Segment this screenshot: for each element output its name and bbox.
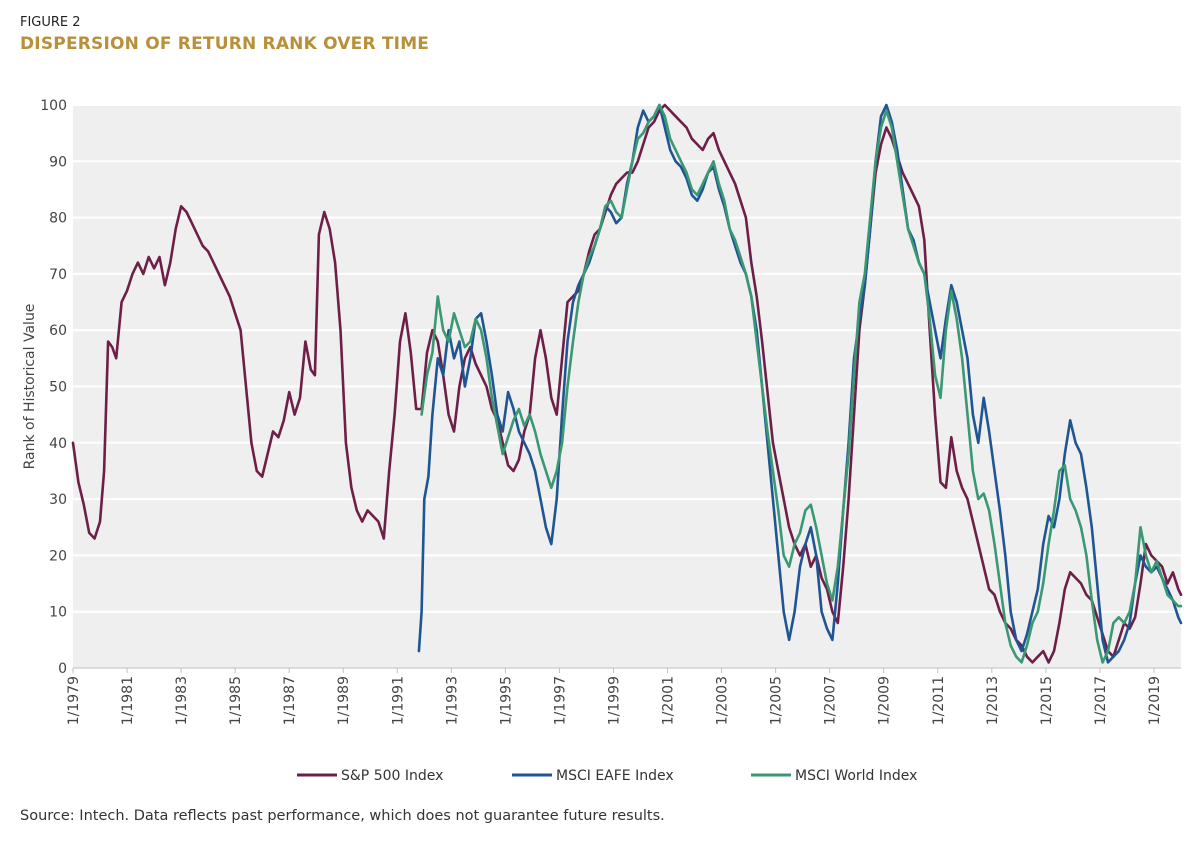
chart-title: DISPERSION OF RETURN RANK OVER TIME (20, 34, 430, 54)
x-tick-label: 1/1999 (606, 676, 622, 725)
source-note: Source: Intech. Data reflects past perfo… (20, 808, 665, 824)
y-axis-ticks: 0 10 20 30 40 50 60 70 80 90 100 (40, 98, 67, 677)
legend-label: MSCI World Index (795, 768, 917, 784)
grid-lines (73, 104, 1181, 613)
x-tick-label: 1/2015 (1039, 676, 1055, 725)
x-tick-label: 1/1987 (282, 676, 298, 725)
x-tick-label: 1/2007 (823, 676, 839, 725)
y-tick-label: 20 (49, 548, 67, 564)
series-line-1 (71, 103, 1183, 664)
y-tick-label: 10 (49, 605, 67, 621)
figure-label: FIGURE 2 (20, 15, 81, 30)
legend-label: MSCI EAFE Index (556, 768, 674, 784)
x-tick-label: 1/1989 (336, 676, 352, 725)
x-tick-label: 1/1997 (552, 676, 568, 725)
y-tick-label: 30 (49, 492, 67, 508)
x-tick-label: 1/2019 (1147, 676, 1163, 725)
y-tick-label: 80 (49, 211, 67, 227)
y-axis-label: Rank of Historical Value (22, 304, 38, 470)
y-tick-label: 100 (40, 98, 67, 114)
x-tick-label: 1/2005 (769, 676, 785, 725)
y-tick-label: 60 (49, 323, 67, 339)
y-tick-label: 70 (49, 267, 67, 283)
legend: S&P 500 Index MSCI EAFE Index MSCI World I… (297, 768, 917, 784)
x-tick-label: 1/2013 (985, 676, 1001, 725)
y-tick-label: 50 (49, 380, 67, 396)
series-line-2 (417, 103, 1183, 664)
y-tick-label: 90 (49, 154, 67, 170)
x-tick-label: 1/1979 (66, 676, 82, 725)
series-line-3 (420, 103, 1183, 664)
legend-label: S&P 500 Index (341, 768, 443, 784)
x-tick-label: 1/1983 (174, 676, 190, 725)
x-tick-label: 1/2001 (661, 676, 677, 725)
x-tick-label: 1/2009 (877, 676, 893, 725)
x-tick-label: 1/2003 (715, 676, 731, 725)
x-tick-label: 1/1981 (120, 676, 136, 725)
y-tick-label: 40 (49, 436, 67, 452)
x-tick-label: 1/2017 (1093, 676, 1109, 725)
x-tick-label: 1/1991 (390, 676, 406, 725)
series-lines (71, 103, 1183, 664)
x-tick-label: 1/1985 (228, 676, 244, 725)
y-tick-label: 0 (58, 661, 67, 677)
x-tick-label: 1/2011 (931, 676, 947, 725)
x-tick-label: 1/1993 (444, 676, 460, 725)
x-tick-label: 1/1995 (498, 676, 514, 725)
x-axis-ticks: 1/1979 1/1981 1/1983 1/1985 1/1987 1/1989 1/19… (66, 668, 1163, 725)
